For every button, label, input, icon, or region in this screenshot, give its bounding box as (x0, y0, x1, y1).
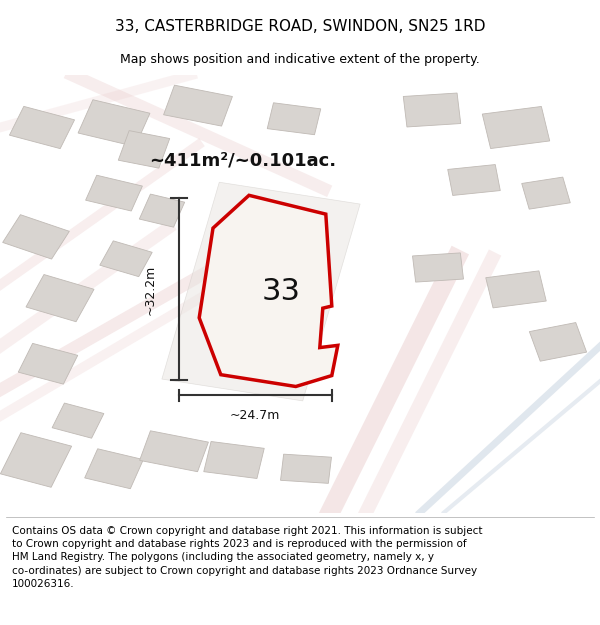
Polygon shape (85, 449, 143, 489)
Polygon shape (100, 241, 152, 277)
Polygon shape (86, 175, 142, 211)
Text: 33: 33 (262, 277, 301, 306)
Polygon shape (482, 106, 550, 149)
Polygon shape (486, 271, 546, 308)
Polygon shape (199, 196, 338, 386)
Polygon shape (413, 253, 463, 282)
Polygon shape (448, 164, 500, 196)
Polygon shape (237, 248, 302, 312)
Polygon shape (10, 106, 74, 149)
Text: Contains OS data © Crown copyright and database right 2021. This information is : Contains OS data © Crown copyright and d… (12, 526, 482, 589)
Polygon shape (140, 431, 208, 472)
Text: 33, CASTERBRIDGE ROAD, SWINDON, SN25 1RD: 33, CASTERBRIDGE ROAD, SWINDON, SN25 1RD (115, 19, 485, 34)
Text: ~411m²/~0.101ac.: ~411m²/~0.101ac. (149, 151, 337, 169)
Polygon shape (204, 441, 264, 479)
Polygon shape (2, 214, 70, 259)
Polygon shape (1, 432, 71, 488)
Polygon shape (529, 322, 587, 361)
Text: Map shows position and indicative extent of the property.: Map shows position and indicative extent… (120, 52, 480, 66)
Polygon shape (52, 403, 104, 438)
Polygon shape (267, 102, 321, 135)
Text: ~32.2m: ~32.2m (143, 264, 157, 314)
Polygon shape (281, 454, 331, 483)
Polygon shape (118, 131, 170, 168)
Polygon shape (162, 182, 360, 401)
Polygon shape (26, 274, 94, 322)
Polygon shape (18, 343, 78, 384)
Text: ~24.7m: ~24.7m (230, 409, 280, 422)
Polygon shape (164, 85, 232, 126)
Polygon shape (403, 93, 461, 127)
Polygon shape (78, 100, 150, 146)
Polygon shape (139, 194, 185, 227)
Polygon shape (522, 177, 570, 209)
